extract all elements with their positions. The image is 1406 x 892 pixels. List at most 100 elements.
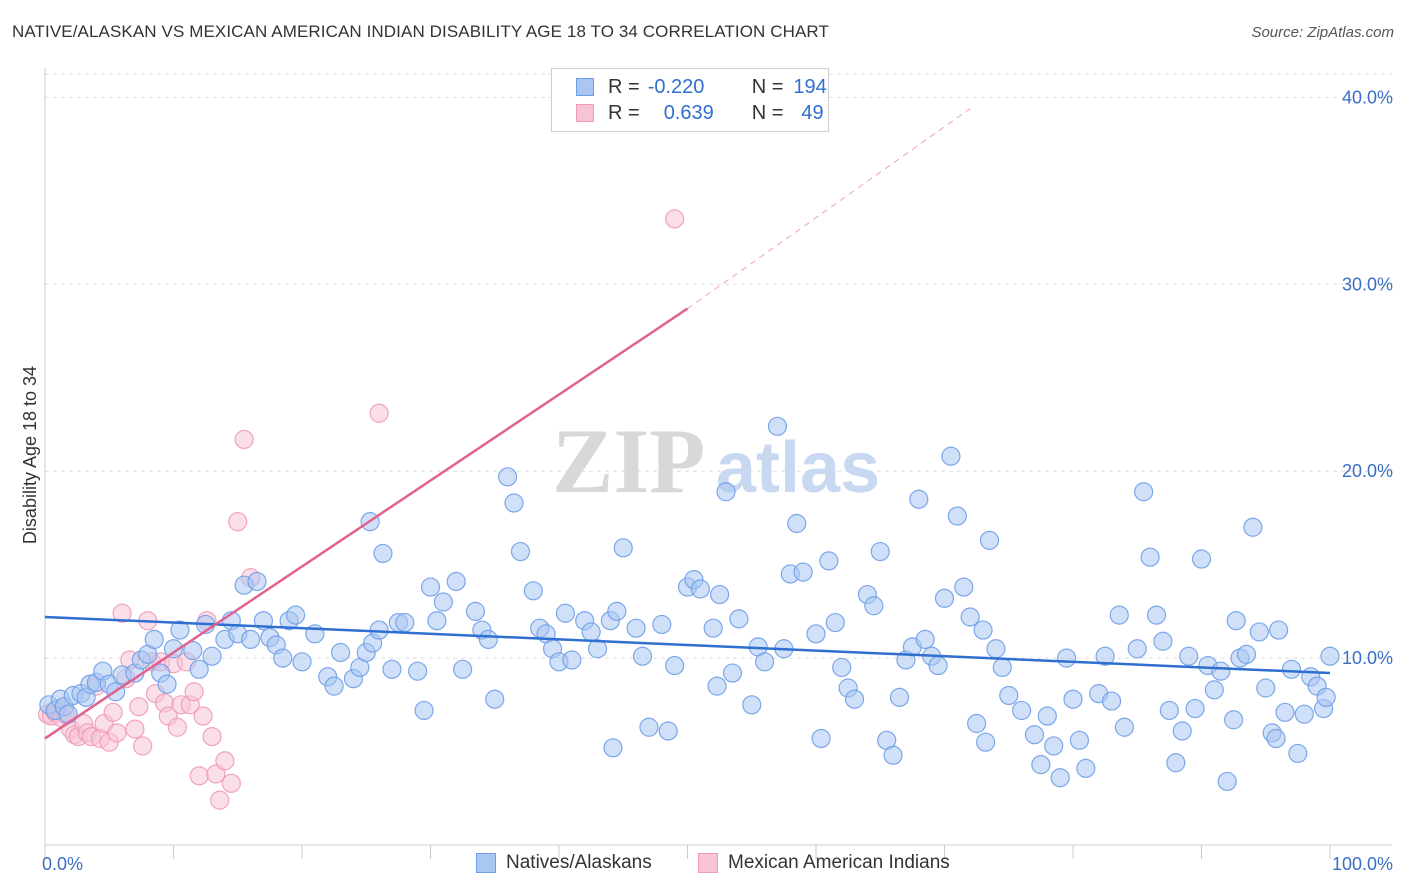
point-natives-86 — [690, 579, 710, 599]
point-natives-150 — [1172, 721, 1192, 741]
point-natives-37 — [285, 605, 306, 625]
y-tick-label: 40.0% — [1342, 87, 1393, 107]
point-natives-87 — [703, 618, 723, 638]
point-natives-58 — [465, 601, 486, 621]
point-natives-51 — [408, 661, 428, 681]
point-natives-4 — [58, 704, 78, 724]
point-natives-181 — [1226, 611, 1246, 631]
point-natives-122 — [960, 607, 980, 627]
point-mexican-37 — [193, 706, 213, 726]
legend-n-label: N = — [751, 75, 784, 98]
point-natives-108 — [870, 541, 890, 562]
y-axis-label: Disability Age 18 to 34 — [20, 366, 40, 544]
point-natives-80 — [639, 717, 659, 737]
point-natives-148 — [1159, 700, 1179, 721]
legend-swatch-blue — [476, 853, 496, 873]
trend-line-natives — [44, 615, 1331, 675]
point-natives-100 — [806, 624, 826, 644]
point-natives-89 — [716, 482, 736, 502]
point-natives-56 — [446, 571, 466, 592]
point-natives-60 — [478, 629, 498, 650]
point-natives-161 — [1243, 517, 1263, 537]
point-natives-166 — [1275, 702, 1295, 722]
point-natives-141 — [1101, 691, 1122, 711]
point-natives-180 — [1109, 605, 1129, 625]
point-natives-132 — [1037, 706, 1057, 726]
chart-title: NATIVE/ALASKAN VS MEXICAN AMERICAN INDIA… — [12, 22, 829, 41]
point-natives-95 — [767, 416, 788, 436]
point-natives-35 — [273, 648, 293, 668]
point-natives-126 — [986, 639, 1006, 659]
point-natives-110 — [883, 745, 903, 765]
point-natives-177 — [707, 676, 727, 696]
point-natives-163 — [1256, 678, 1276, 698]
point-mexican-16 — [103, 702, 123, 722]
point-natives-131 — [1031, 755, 1051, 775]
point-natives-117 — [928, 655, 948, 676]
point-natives-128 — [999, 685, 1019, 706]
point-natives-78 — [626, 618, 646, 638]
point-natives-158 — [1224, 710, 1244, 730]
point-natives-130 — [1024, 725, 1045, 745]
point-natives-103 — [832, 657, 852, 678]
point-natives-63 — [504, 493, 524, 513]
point-natives-101 — [819, 551, 839, 571]
legend-n-label: N = — [751, 101, 784, 124]
point-mexican-48 — [234, 429, 254, 450]
legend-swatch-blue — [576, 78, 594, 96]
point-natives-125 — [979, 530, 1000, 550]
point-natives-62 — [498, 467, 518, 487]
point-natives-71 — [562, 650, 582, 670]
point-natives-178 — [811, 728, 831, 749]
point-natives-111 — [889, 687, 910, 707]
point-natives-19 — [157, 674, 177, 694]
point-natives-115 — [915, 629, 935, 650]
point-natives-70 — [555, 603, 576, 623]
point-natives-152 — [1185, 698, 1205, 719]
point-natives-147 — [1153, 631, 1173, 651]
point-natives-54 — [427, 611, 447, 631]
x-tick-label-min: 0.0% — [42, 854, 83, 874]
point-mexican-17 — [107, 723, 127, 743]
point-natives-105 — [844, 689, 865, 709]
point-natives-73 — [581, 622, 601, 642]
point-mexican-42 — [215, 751, 235, 771]
point-natives-118 — [934, 588, 955, 608]
point-mexican-43 — [221, 773, 241, 793]
point-natives-179 — [976, 732, 996, 752]
point-natives-61 — [485, 689, 505, 709]
point-natives-168 — [1288, 743, 1308, 764]
x-tick-label-max: 100.0% — [1332, 854, 1393, 874]
point-natives-92 — [742, 695, 762, 715]
legend-n-value: 194 — [793, 75, 827, 98]
y-tick-labels: 10.0% 20.0% 30.0% 40.0% — [1342, 87, 1393, 668]
point-natives-53 — [420, 577, 441, 597]
y-tick-label: 30.0% — [1342, 274, 1393, 294]
point-natives-31 — [247, 571, 267, 592]
point-mexican-35 — [184, 682, 204, 702]
point-mexican-40 — [206, 764, 226, 784]
point-mexican-39 — [202, 726, 222, 747]
point-natives-127 — [992, 657, 1012, 678]
point-natives-138 — [1076, 758, 1096, 778]
point-natives-81 — [652, 614, 672, 635]
point-mexican-44 — [228, 512, 248, 532]
point-natives-120 — [947, 506, 967, 526]
point-natives-102 — [825, 612, 845, 633]
point-natives-155 — [1204, 680, 1224, 700]
legend-r-label: R = — [608, 75, 640, 98]
point-natives-21 — [170, 620, 190, 640]
point-mexican-41 — [210, 790, 230, 810]
point-natives-121 — [954, 577, 974, 597]
series-legend: Natives/Alaskans Mexican American Indian… — [0, 852, 1406, 878]
point-natives-77 — [613, 538, 633, 558]
point-natives-57 — [453, 659, 473, 679]
legend-swatch-pink — [576, 104, 594, 122]
legend-item-natives: Natives/Alaskans — [476, 852, 652, 874]
point-natives-30 — [241, 629, 261, 650]
point-natives-182 — [1266, 728, 1286, 749]
point-natives-146 — [1146, 605, 1167, 625]
point-natives-129 — [1011, 700, 1032, 721]
trend-line-mexican-extension — [687, 108, 971, 309]
point-natives-20 — [163, 639, 184, 659]
